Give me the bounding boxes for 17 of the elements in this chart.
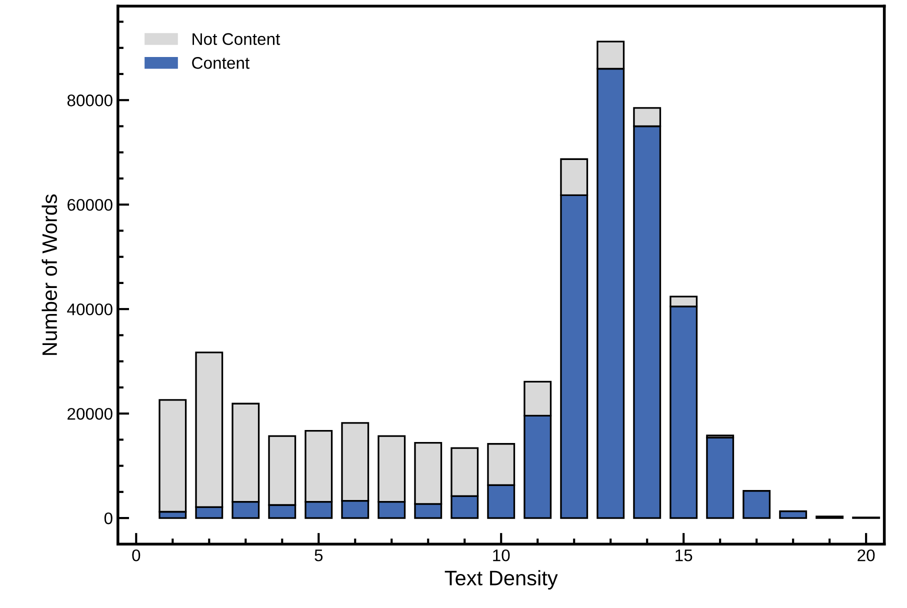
legend-label: Not Content bbox=[192, 33, 280, 45]
y-tick-label: 60000 bbox=[68, 198, 112, 211]
x-tick-label: 20 bbox=[858, 549, 875, 562]
x-tick-label: 15 bbox=[676, 550, 692, 562]
y-tick-label: 80000 bbox=[67, 94, 112, 106]
x-tick-label: 0 bbox=[132, 549, 140, 562]
y-tick-label: 20000 bbox=[68, 408, 112, 420]
x-tick-label: 5 bbox=[314, 550, 323, 562]
bar bbox=[742, 490, 771, 519]
bar bbox=[779, 510, 808, 519]
x-axis-title: Text Density bbox=[444, 570, 558, 590]
y-tick-label: 0 bbox=[104, 512, 112, 524]
x-tick-label: 10 bbox=[493, 549, 510, 562]
y-tick-label: 40000 bbox=[67, 303, 112, 316]
legend-label: Content bbox=[192, 57, 250, 69]
y-axis-title: Number of Words bbox=[42, 194, 58, 355]
bar bbox=[706, 436, 734, 519]
